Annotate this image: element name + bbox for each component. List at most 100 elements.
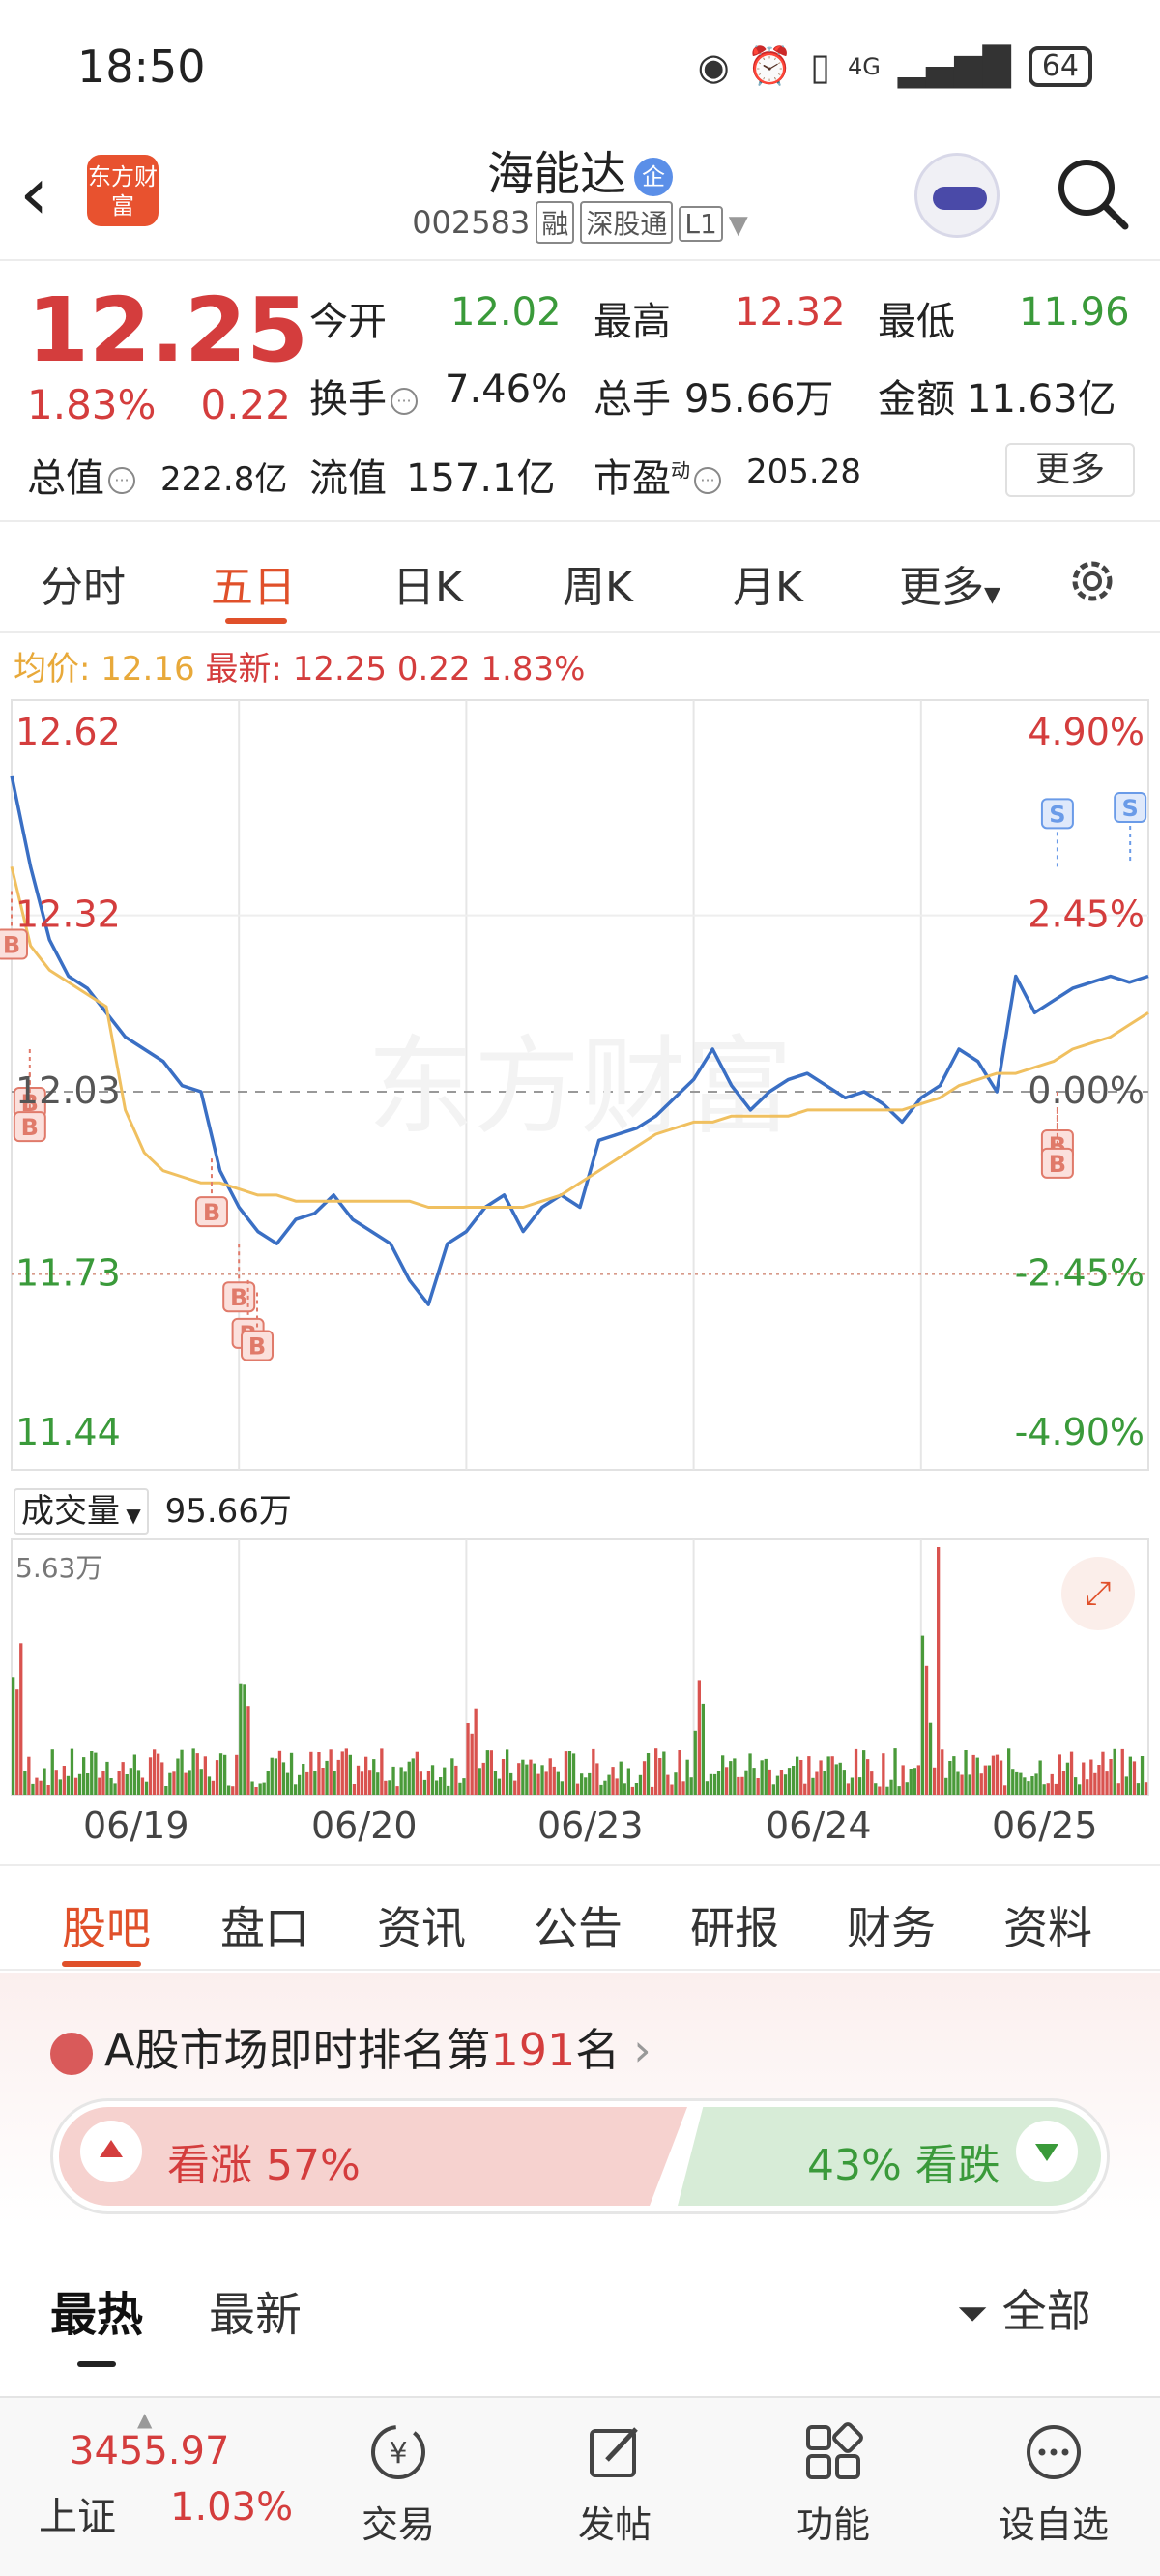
volume-bar	[567, 1751, 572, 1795]
tab-daily-k[interactable]: 日K	[392, 563, 463, 612]
index-value: 3455.97	[70, 2429, 230, 2474]
tab-more[interactable]: 更多▼	[899, 552, 1000, 614]
index-name: 上证	[39, 2495, 116, 2539]
tab-orderbook[interactable]: 盘口	[220, 1902, 309, 1954]
price-chart-svg[interactable]: 东方财富BBBBBBBBBSS12.624.90%12.322.45%12.03…	[0, 698, 1160, 1472]
tab-intraday[interactable]: 分时	[41, 563, 126, 612]
volume-bar	[493, 1771, 498, 1795]
gear-icon[interactable]	[1063, 552, 1121, 610]
arrow-down-icon[interactable]	[1016, 2121, 1078, 2182]
info-tabs: 股吧 盘口 资讯 公告 研报 财务 资料	[0, 1864, 1160, 1971]
tab-latest[interactable]: 最新	[209, 2288, 303, 2342]
volume-bar	[937, 1547, 941, 1795]
volume-bar	[1074, 1777, 1078, 1795]
latest-value: 12.25	[292, 650, 388, 688]
volume-bar	[792, 1766, 796, 1795]
filter-button[interactable]: ⏷ 全部	[957, 2276, 1091, 2340]
info-icon[interactable]: ···	[694, 467, 721, 494]
tab-profile[interactable]: 资料	[1003, 1902, 1092, 1954]
vote-up-label[interactable]: 看涨 57%	[167, 2141, 361, 2190]
chart-frame	[11, 699, 1149, 1471]
volume-bar	[854, 1748, 858, 1795]
nav-functions[interactable]: 功能	[756, 2414, 911, 2548]
tab-monthly-k[interactable]: 月K	[733, 563, 803, 612]
vote-up-bar[interactable]	[59, 2107, 687, 2206]
stock-header: ‹ 东方财富 海能达企 002583 融深股通 L1 ▼	[0, 135, 1160, 261]
volume-bar	[1038, 1760, 1042, 1795]
tab-announcements[interactable]: 公告	[534, 1902, 623, 1954]
volume-bar	[270, 1757, 274, 1795]
volume-chart[interactable]: 5.63万 ⤢	[0, 1537, 1160, 1799]
volume-bar	[1089, 1759, 1093, 1795]
volume-bar	[944, 1777, 948, 1795]
volume-bar	[509, 1772, 513, 1795]
volume-bar	[646, 1753, 651, 1795]
tab-weekly-k[interactable]: 周K	[563, 563, 633, 612]
volume-bar	[160, 1762, 164, 1795]
volume-bar	[705, 1781, 710, 1795]
volume-bar	[356, 1765, 361, 1795]
vote-down-label[interactable]: 43% 看跌	[807, 2141, 1000, 2190]
more-button[interactable]: 更多	[1005, 443, 1135, 497]
info-icon[interactable]: ···	[391, 388, 418, 415]
app-logo[interactable]: 东方财富	[87, 155, 159, 226]
volume-bar	[430, 1765, 435, 1795]
volume-bar	[1128, 1756, 1132, 1795]
volume-bar	[556, 1771, 560, 1795]
tab-forum[interactable]: 股吧	[62, 1902, 151, 1954]
nav-add-watchlist[interactable]: 设自选	[976, 2414, 1131, 2548]
volume-bar	[885, 1786, 889, 1795]
tab-finance[interactable]: 财务	[847, 1902, 936, 1954]
volume-bar	[995, 1754, 1000, 1795]
price-series-line	[10, 775, 1149, 1306]
tab-five-day[interactable]: 五日	[211, 563, 296, 612]
assistant-avatar[interactable]	[914, 153, 1000, 238]
chart-watermark: 东方财富	[367, 1025, 793, 1149]
tab-research[interactable]: 研报	[690, 1902, 779, 1954]
chevron-down-icon[interactable]: ▼	[728, 211, 748, 240]
market-rank[interactable]: A股市场即时排名第191名 ›	[50, 2015, 652, 2079]
volume-bar	[634, 1783, 639, 1795]
volume-chart-svg[interactable]	[0, 1537, 1160, 1799]
back-arrow-icon[interactable]: ‹	[19, 150, 49, 236]
arrow-up-icon[interactable]	[80, 2121, 142, 2182]
latest-change: 0.22	[396, 650, 471, 688]
volume-bar	[584, 1777, 588, 1795]
volume-bar	[203, 1756, 207, 1795]
volume-bar	[258, 1783, 262, 1795]
nav-trade[interactable]: ¥ 交易	[321, 2414, 476, 2548]
search-icon[interactable]	[1054, 155, 1131, 232]
tag-level[interactable]: L1	[679, 206, 723, 242]
nav-post[interactable]: 发帖	[537, 2414, 692, 2548]
volume-bar	[1015, 1771, 1019, 1795]
status-bar: 18:50 ◉ ⏰ ▯ 4G ▂▄▆█ 64	[0, 0, 1160, 135]
volume-bar	[274, 1758, 277, 1795]
volume-bar	[1086, 1779, 1089, 1795]
pe-sup: 动	[671, 458, 690, 483]
volume-bar	[15, 1689, 19, 1795]
volume-selector[interactable]: 成交量 ▼	[14, 1488, 149, 1535]
marker-label: B	[1049, 1151, 1066, 1178]
tab-hottest[interactable]: 最热	[50, 2288, 144, 2342]
volume-bar	[294, 1784, 298, 1795]
volume-bar	[889, 1779, 893, 1795]
vibrate-icon: ▯	[810, 44, 831, 88]
turnover-value: 7.46%	[445, 367, 568, 412]
volume-bar	[73, 1777, 78, 1795]
info-icon[interactable]: ···	[108, 467, 135, 494]
volume-bar	[607, 1774, 611, 1795]
volume-bar	[548, 1758, 552, 1795]
volume-bar	[309, 1751, 313, 1795]
volume-bar	[678, 1750, 682, 1795]
pe-label-text: 市盈	[594, 456, 671, 501]
price-chart[interactable]: 东方财富BBBBBBBBBSS12.624.90%12.322.45%12.03…	[0, 698, 1160, 1472]
volume-bar	[1034, 1773, 1038, 1795]
volume-bar	[956, 1771, 960, 1795]
volume-bar	[913, 1768, 916, 1795]
eye-icon: ◉	[697, 44, 730, 88]
volume-bar	[811, 1777, 815, 1795]
expand-icon[interactable]: ⤢	[1061, 1557, 1135, 1630]
volume-bar	[536, 1773, 540, 1795]
volume-bar	[481, 1762, 485, 1795]
tab-news[interactable]: 资讯	[377, 1902, 466, 1954]
